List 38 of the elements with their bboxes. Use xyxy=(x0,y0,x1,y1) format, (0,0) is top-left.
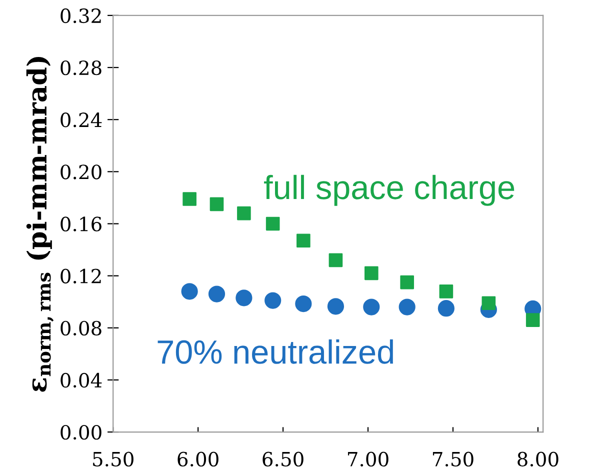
y-tick-label: 0.32 xyxy=(60,8,101,24)
point xyxy=(264,292,282,309)
y-tick-label: 0.00 xyxy=(60,424,102,440)
point xyxy=(482,296,496,310)
y-tick-label: 0.12 xyxy=(60,268,101,284)
point xyxy=(237,206,251,220)
y-tick-label: 0.20 xyxy=(60,164,102,180)
point xyxy=(236,290,252,306)
point xyxy=(364,266,378,280)
y-tick-label: 0.04 xyxy=(60,372,102,388)
point xyxy=(363,298,380,316)
x-tick-label: 5.50 xyxy=(93,452,134,467)
point xyxy=(296,234,310,248)
point xyxy=(328,253,343,268)
x-tick-label: 6.50 xyxy=(262,452,304,467)
series-label: 70% neutralized xyxy=(158,339,393,364)
point xyxy=(295,295,312,312)
y-tick-label: 0.28 xyxy=(60,60,102,76)
point xyxy=(182,192,196,206)
y-tick-label: 0.08 xyxy=(60,320,102,336)
point xyxy=(327,298,344,315)
point xyxy=(210,197,224,212)
x-tick-label: 7.50 xyxy=(432,452,474,467)
point xyxy=(438,300,454,317)
x-tick-label: 6.00 xyxy=(178,452,218,467)
point xyxy=(181,283,198,300)
y-tick-label: 0.16 xyxy=(60,216,102,232)
y-axis-title: ε$_{norm,rms}$ (pi-mm-mrad) xyxy=(26,57,54,392)
point xyxy=(398,298,416,316)
point xyxy=(266,216,280,231)
y-tick-label: 0.24 xyxy=(60,112,102,128)
series-label: full space charge xyxy=(264,174,514,206)
point xyxy=(526,313,540,327)
point xyxy=(208,286,226,302)
point xyxy=(439,284,454,298)
x-tick-label: 8.00 xyxy=(518,452,558,467)
x-tick-label: 7.00 xyxy=(348,452,388,467)
point xyxy=(400,275,414,290)
